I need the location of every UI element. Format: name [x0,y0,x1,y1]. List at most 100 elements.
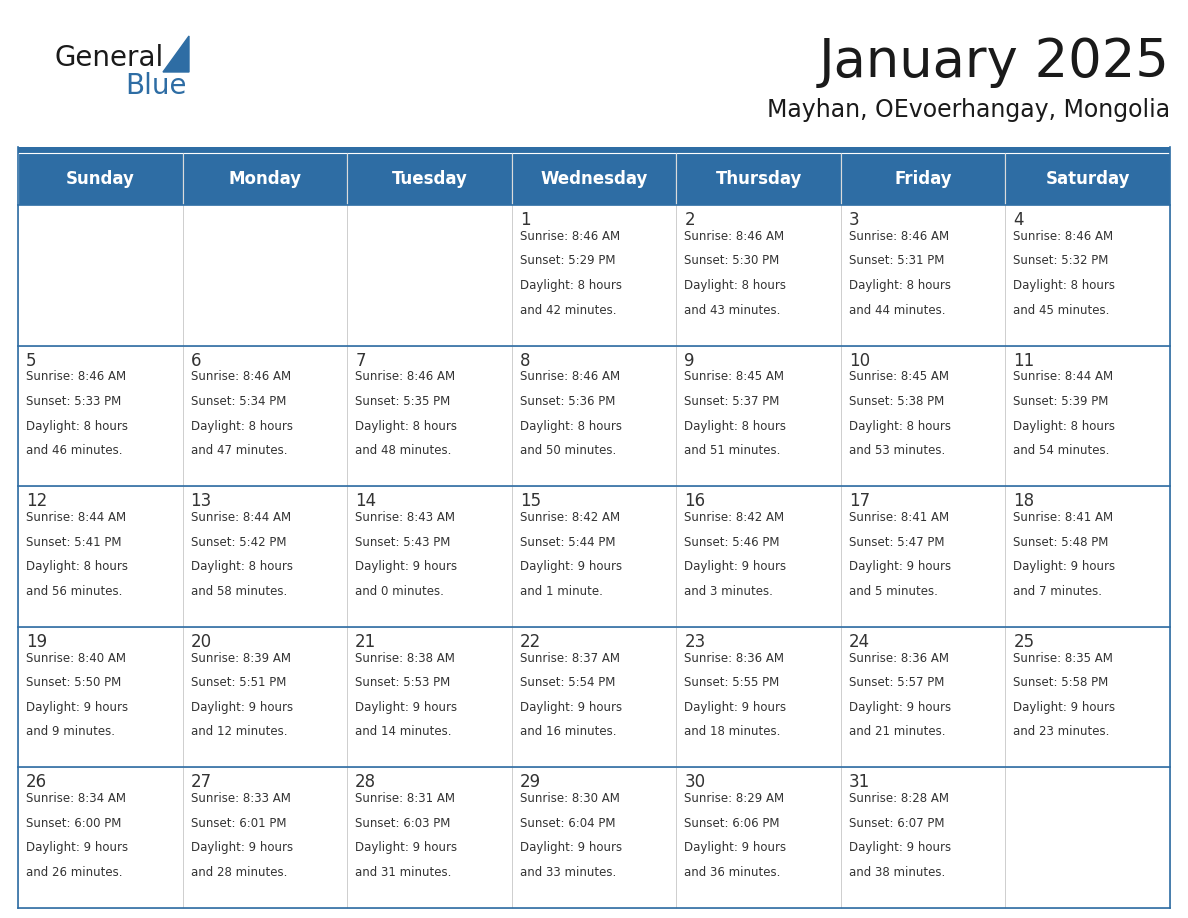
Bar [512,345,676,487]
Text: Sunrise: 8:44 AM: Sunrise: 8:44 AM [190,511,291,524]
Text: and 5 minutes.: and 5 minutes. [849,585,937,598]
Text: and 9 minutes.: and 9 minutes. [26,725,115,738]
Text: Sunrise: 8:28 AM: Sunrise: 8:28 AM [849,792,949,805]
Bar [347,153,512,205]
Text: 7: 7 [355,352,366,370]
Bar [1005,487,1170,627]
Bar [676,767,841,908]
Text: Sunset: 5:47 PM: Sunset: 5:47 PM [849,535,944,549]
Bar [841,487,1005,627]
Text: Daylight: 9 hours: Daylight: 9 hours [684,700,786,714]
Text: and 36 minutes.: and 36 minutes. [684,866,781,879]
Bar [183,205,347,345]
Text: and 45 minutes.: and 45 minutes. [1013,304,1110,317]
Text: Daylight: 9 hours: Daylight: 9 hours [1013,560,1116,573]
Text: Sunrise: 8:46 AM: Sunrise: 8:46 AM [1013,230,1113,242]
Text: 24: 24 [849,633,870,651]
Text: 13: 13 [190,492,211,510]
Text: Sunrise: 8:37 AM: Sunrise: 8:37 AM [519,652,620,665]
Bar [18,205,183,345]
Text: Sunset: 5:53 PM: Sunset: 5:53 PM [355,677,450,689]
Text: Sunset: 5:29 PM: Sunset: 5:29 PM [519,254,615,267]
Text: Sunset: 5:30 PM: Sunset: 5:30 PM [684,254,779,267]
Text: Daylight: 9 hours: Daylight: 9 hours [355,560,457,573]
Text: Sunset: 5:39 PM: Sunset: 5:39 PM [1013,395,1108,408]
Text: and 0 minutes.: and 0 minutes. [355,585,444,598]
Bar [18,767,183,908]
Text: Sunset: 5:50 PM: Sunset: 5:50 PM [26,677,121,689]
Text: Daylight: 9 hours: Daylight: 9 hours [519,842,621,855]
Bar [18,627,183,767]
Text: Sunset: 6:00 PM: Sunset: 6:00 PM [26,817,121,830]
Text: Sunrise: 8:46 AM: Sunrise: 8:46 AM [849,230,949,242]
Text: and 48 minutes.: and 48 minutes. [355,444,451,457]
Text: Sunrise: 8:46 AM: Sunrise: 8:46 AM [355,370,455,384]
Text: Sunrise: 8:36 AM: Sunrise: 8:36 AM [684,652,784,665]
Bar [676,345,841,487]
Text: and 43 minutes.: and 43 minutes. [684,304,781,317]
Text: Daylight: 9 hours: Daylight: 9 hours [26,842,128,855]
Text: Daylight: 9 hours: Daylight: 9 hours [684,560,786,573]
Text: and 42 minutes.: and 42 minutes. [519,304,617,317]
Text: Sunrise: 8:45 AM: Sunrise: 8:45 AM [849,370,949,384]
Text: Thursday: Thursday [715,170,802,188]
Text: Daylight: 9 hours: Daylight: 9 hours [849,842,950,855]
Bar [1005,205,1170,345]
Text: Daylight: 8 hours: Daylight: 8 hours [519,420,621,432]
Text: and 53 minutes.: and 53 minutes. [849,444,946,457]
Text: 16: 16 [684,492,706,510]
Text: 19: 19 [26,633,48,651]
Text: Sunset: 5:48 PM: Sunset: 5:48 PM [1013,535,1108,549]
Bar [841,345,1005,487]
Text: Sunrise: 8:29 AM: Sunrise: 8:29 AM [684,792,784,805]
Text: Sunrise: 8:42 AM: Sunrise: 8:42 AM [684,511,784,524]
Text: 21: 21 [355,633,377,651]
Bar [841,627,1005,767]
Text: Sunset: 5:41 PM: Sunset: 5:41 PM [26,535,121,549]
Text: General: General [55,44,164,72]
Text: and 16 minutes.: and 16 minutes. [519,725,617,738]
Bar [347,767,512,908]
Text: and 14 minutes.: and 14 minutes. [355,725,451,738]
Text: January 2025: January 2025 [819,36,1170,88]
Text: 3: 3 [849,211,859,229]
Text: Sunrise: 8:38 AM: Sunrise: 8:38 AM [355,652,455,665]
Text: Sunset: 5:46 PM: Sunset: 5:46 PM [684,535,779,549]
Bar [347,627,512,767]
Text: Sunrise: 8:41 AM: Sunrise: 8:41 AM [849,511,949,524]
Text: Daylight: 9 hours: Daylight: 9 hours [849,700,950,714]
Text: Sunrise: 8:43 AM: Sunrise: 8:43 AM [355,511,455,524]
Text: Mayhan, OEvoerhangay, Mongolia: Mayhan, OEvoerhangay, Mongolia [767,98,1170,122]
Text: Sunrise: 8:39 AM: Sunrise: 8:39 AM [190,652,291,665]
Bar [676,487,841,627]
Text: 31: 31 [849,773,870,791]
Text: 20: 20 [190,633,211,651]
Text: Sunrise: 8:46 AM: Sunrise: 8:46 AM [26,370,126,384]
Text: Daylight: 8 hours: Daylight: 8 hours [684,279,786,292]
Text: Sunrise: 8:33 AM: Sunrise: 8:33 AM [190,792,290,805]
Text: Sunrise: 8:40 AM: Sunrise: 8:40 AM [26,652,126,665]
Text: 10: 10 [849,352,870,370]
Text: 6: 6 [190,352,201,370]
Bar [676,627,841,767]
Text: Sunset: 5:44 PM: Sunset: 5:44 PM [519,535,615,549]
Text: Sunrise: 8:46 AM: Sunrise: 8:46 AM [519,230,620,242]
Text: Daylight: 9 hours: Daylight: 9 hours [1013,700,1116,714]
Text: Sunset: 5:57 PM: Sunset: 5:57 PM [849,677,944,689]
Text: 9: 9 [684,352,695,370]
Text: and 18 minutes.: and 18 minutes. [684,725,781,738]
Text: and 23 minutes.: and 23 minutes. [1013,725,1110,738]
Text: Daylight: 9 hours: Daylight: 9 hours [519,700,621,714]
Text: and 50 minutes.: and 50 minutes. [519,444,615,457]
Text: 4: 4 [1013,211,1024,229]
Bar [183,345,347,487]
Text: Daylight: 9 hours: Daylight: 9 hours [519,560,621,573]
Text: Sunset: 5:32 PM: Sunset: 5:32 PM [1013,254,1108,267]
Text: 18: 18 [1013,492,1035,510]
Text: Sunrise: 8:34 AM: Sunrise: 8:34 AM [26,792,126,805]
Text: 5: 5 [26,352,37,370]
Text: Daylight: 9 hours: Daylight: 9 hours [190,700,292,714]
Text: and 28 minutes.: and 28 minutes. [190,866,287,879]
Bar [18,345,183,487]
Text: Sunset: 5:43 PM: Sunset: 5:43 PM [355,535,450,549]
